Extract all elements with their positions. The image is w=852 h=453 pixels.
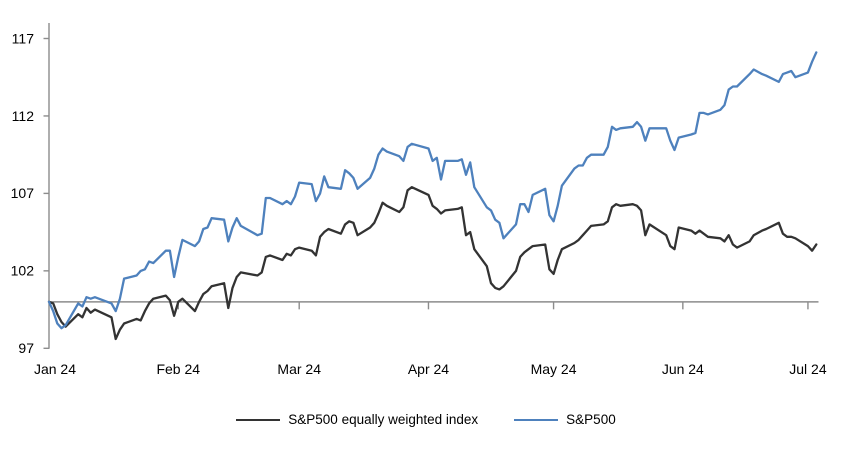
x-tick-label: Jul 24 bbox=[789, 361, 827, 377]
x-tick-label: Apr 24 bbox=[408, 361, 449, 377]
sp500-line-swatch bbox=[514, 418, 559, 421]
y-tick-label: 117 bbox=[12, 30, 35, 46]
equal-weight-series-line bbox=[47, 186, 818, 341]
y-tick-label: 97 bbox=[18, 340, 34, 356]
x-tick-label: Jun 24 bbox=[662, 361, 704, 377]
x-tick-label: Feb 24 bbox=[156, 361, 200, 377]
y-tick-label: 112 bbox=[12, 108, 35, 124]
legend-label-sp500: S&P500 bbox=[566, 412, 616, 427]
legend-label-equal-weight: S&P500 equally weighted index bbox=[288, 412, 479, 427]
sp500-series-line bbox=[47, 51, 818, 330]
x-tick-label: Jan 24 bbox=[34, 361, 76, 377]
equal-weight-line-swatch bbox=[236, 418, 281, 421]
legend-item-equal-weight: S&P500 equally weighted index bbox=[236, 412, 478, 427]
legend-item-sp500: S&P500 bbox=[514, 412, 616, 427]
x-tick-label: May 24 bbox=[531, 361, 577, 377]
y-tick-label: 107 bbox=[11, 185, 35, 201]
legend: S&P500 equally weighted index S&P500 bbox=[0, 412, 852, 427]
x-tick-label: Mar 24 bbox=[277, 361, 321, 377]
y-tick-label: 102 bbox=[11, 263, 35, 279]
